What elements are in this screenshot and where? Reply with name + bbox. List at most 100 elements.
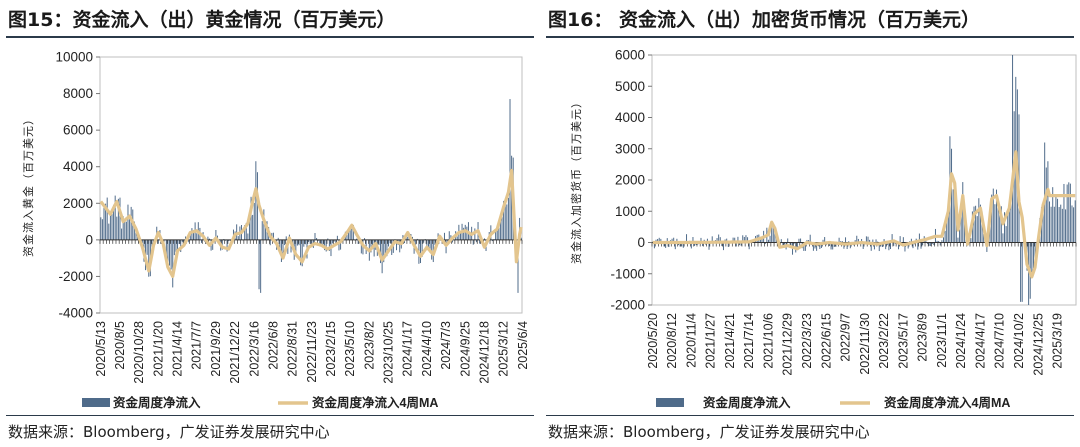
flow-bar [443, 232, 445, 240]
flow-bar [840, 241, 842, 243]
flow-bar [503, 200, 505, 240]
flow-bar [215, 230, 217, 240]
flow-bar [706, 238, 708, 243]
flow-bar [1021, 242, 1023, 302]
flow-bar [843, 242, 845, 249]
flow-bar [434, 239, 436, 245]
flow-bar [1008, 211, 1010, 243]
flow-bar [412, 236, 413, 240]
flow-bar [1063, 183, 1065, 243]
flow-bar [899, 236, 901, 243]
flow-bar [279, 239, 281, 254]
flow-bar [1032, 242, 1034, 273]
x-tick-label: 2021/1/27 [704, 313, 718, 369]
y-tick-label: 0 [637, 235, 645, 250]
flow-bar [1047, 161, 1049, 243]
flow-bar [772, 226, 774, 243]
flow-bar [185, 236, 187, 240]
x-tick-label: 2024/12/18 [477, 321, 491, 384]
x-tick-label: 2022/11/23 [305, 321, 319, 383]
flow-bar [421, 239, 423, 257]
flow-bar [191, 228, 193, 240]
x-tick-label: 2022/6/8 [266, 321, 280, 370]
flow-bar [959, 229, 961, 243]
flow-bar [747, 237, 749, 243]
flow-bar [674, 242, 676, 250]
flow-bar [295, 239, 297, 255]
x-tick-label: 2024/4/10 [420, 321, 434, 377]
flow-bar [718, 234, 720, 243]
flow-bar [983, 234, 985, 243]
flow-bar [804, 242, 806, 251]
flow-bar [252, 214, 254, 240]
flow-bar [759, 237, 761, 243]
flow-bar [402, 235, 404, 240]
legend-label-bar: 资金周度净流入 [113, 395, 201, 410]
flow-bar [431, 239, 433, 260]
flow-bar [180, 239, 182, 253]
gold-flow-panel: 图15：资金流入（出）黄金情况（百万美元） -4000 -2000 0 2000 400… [6, 9, 534, 441]
flow-bar [348, 231, 350, 240]
flow-bar [1045, 167, 1047, 243]
flow-bar [495, 228, 497, 240]
flow-bar [918, 233, 920, 243]
flow-bar [125, 221, 127, 240]
flow-bar [814, 242, 816, 249]
flow-bar [181, 239, 183, 242]
flow-bar [769, 235, 771, 243]
flow-bar [212, 239, 214, 250]
x-tick-label: 2024/7/3 [439, 321, 453, 370]
flow-bar [1065, 209, 1067, 243]
flow-bar [890, 242, 891, 250]
flow-bar [269, 239, 271, 246]
flow-bar [735, 242, 737, 247]
flow-bar [764, 242, 766, 244]
x-tick-label: 2020/8/12 [665, 313, 679, 369]
flow-bar [509, 99, 511, 240]
x-tick-label: 2020/5/20 [646, 313, 660, 369]
flow-bar [692, 237, 694, 243]
y-tick-label: 3000 [615, 141, 645, 156]
legend-label-bar: 资金周度净流入 [703, 395, 791, 410]
flow-bar [832, 242, 834, 250]
flow-bar [298, 239, 300, 246]
flow-bar [992, 188, 994, 243]
flow-bar [891, 234, 893, 243]
flow-bar [111, 209, 113, 240]
flow-bar [146, 239, 148, 255]
flow-bar [255, 161, 257, 240]
flow-bar [819, 242, 821, 250]
flow-bar [862, 242, 864, 249]
flow-bar [999, 215, 1001, 243]
flow-bar [951, 148, 953, 243]
flow-bar [304, 239, 306, 245]
y-tick-label: 2000 [63, 196, 93, 211]
flow-bar [854, 240, 856, 243]
flow-bar [869, 239, 871, 243]
flow-bar [800, 238, 802, 243]
flow-bar [885, 242, 887, 250]
flow-bar [833, 242, 835, 247]
flow-bar [816, 242, 818, 251]
flow-bar [506, 204, 508, 240]
flow-bar [207, 236, 209, 240]
flow-bar [188, 239, 190, 243]
flow-bar [226, 239, 228, 252]
flow-bar [386, 239, 388, 257]
flow-bar [388, 239, 390, 247]
flow-bar [135, 230, 137, 240]
flow-bar [694, 242, 696, 246]
flow-bar [423, 239, 425, 243]
flow-bar [322, 239, 324, 247]
flow-bar [496, 229, 498, 240]
flow-bar [793, 242, 795, 244]
flow-bar [767, 239, 769, 243]
flow-bar [849, 242, 851, 249]
flow-bar [716, 238, 718, 243]
flow-bar [1071, 205, 1073, 243]
flow-bar [327, 238, 329, 240]
flow-bar [244, 225, 246, 240]
flow-bar [106, 197, 108, 240]
x-tick-label: 2022/8/31 [286, 321, 300, 377]
flow-bar [122, 216, 124, 240]
